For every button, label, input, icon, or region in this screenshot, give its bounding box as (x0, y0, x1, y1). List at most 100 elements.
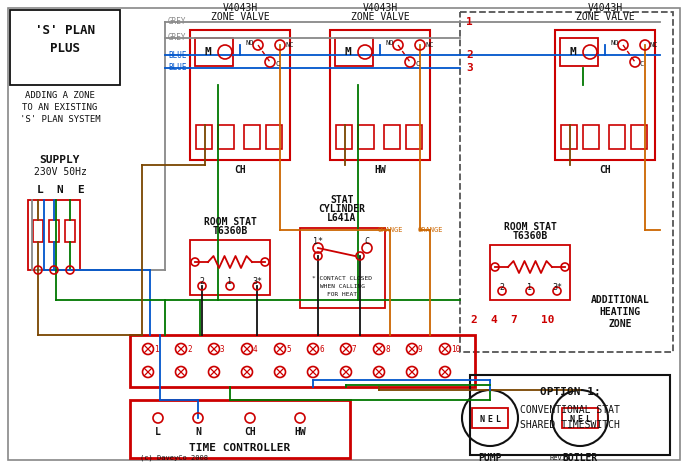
Bar (196, 125, 212, 149)
Text: NC: NC (285, 42, 293, 48)
Text: 4: 4 (491, 315, 497, 325)
Text: ADDITIONAL: ADDITIONAL (591, 295, 649, 305)
Bar (195, 38, 233, 66)
Bar (560, 38, 598, 66)
Text: T6360B: T6360B (213, 226, 248, 236)
Text: BLUE: BLUE (168, 51, 186, 59)
Text: V4043H: V4043H (362, 3, 397, 13)
Text: M: M (344, 47, 351, 57)
Text: 'S' PLAN SYSTEM: 'S' PLAN SYSTEM (20, 115, 100, 124)
Bar (631, 125, 647, 149)
Text: SHARED TIMESWITCH: SHARED TIMESWITCH (520, 420, 620, 430)
Text: 3: 3 (220, 344, 225, 353)
Bar (266, 125, 282, 149)
Text: V4043H: V4043H (222, 3, 257, 13)
Text: 2: 2 (471, 315, 477, 325)
Text: CYLINDER: CYLINDER (319, 204, 366, 214)
Bar (33, 220, 43, 242)
Text: TIME CONTROLLER: TIME CONTROLLER (189, 443, 290, 453)
Bar (583, 125, 599, 149)
Text: STAT: STAT (331, 195, 354, 205)
Bar (130, 335, 475, 387)
Bar (406, 125, 422, 149)
Text: 1*: 1* (313, 236, 323, 246)
Text: 1: 1 (228, 278, 233, 286)
Text: 2: 2 (199, 278, 204, 286)
Bar (555, 30, 655, 160)
Bar (336, 125, 352, 149)
Bar (561, 125, 577, 149)
Text: N: N (569, 415, 575, 424)
Bar (300, 228, 385, 308)
Bar (130, 400, 350, 458)
Bar (190, 240, 270, 295)
Text: CH: CH (234, 165, 246, 175)
Text: PUMP: PUMP (478, 453, 502, 463)
Text: ORANGE: ORANGE (417, 227, 443, 233)
Text: L: L (586, 415, 591, 424)
Text: 4: 4 (253, 344, 257, 353)
Text: HW: HW (374, 165, 386, 175)
Text: L: L (155, 427, 161, 437)
Bar (244, 125, 260, 149)
Text: N: N (195, 427, 201, 437)
Text: GREY: GREY (168, 17, 186, 27)
Text: ROOM STAT: ROOM STAT (204, 217, 257, 227)
Bar (49, 220, 59, 242)
Text: ZONE: ZONE (609, 319, 632, 329)
Text: NO: NO (246, 40, 254, 46)
Text: CH: CH (244, 427, 256, 437)
Text: ZONE VALVE: ZONE VALVE (210, 12, 269, 22)
Text: V4043H: V4043H (587, 3, 622, 13)
Text: 230V 50Hz: 230V 50Hz (34, 167, 86, 177)
Bar (490, 245, 570, 300)
Text: 2: 2 (187, 344, 192, 353)
Text: 9: 9 (418, 344, 422, 353)
Text: FOR HEAT: FOR HEAT (327, 292, 357, 297)
Text: 5: 5 (286, 344, 290, 353)
Text: 10: 10 (541, 315, 555, 325)
Text: 3*: 3* (552, 283, 562, 292)
Text: N: N (57, 185, 63, 195)
Text: CONVENTIONAL STAT: CONVENTIONAL STAT (520, 405, 620, 415)
Text: NO: NO (386, 40, 394, 46)
Text: 2: 2 (466, 50, 473, 60)
Text: 1: 1 (527, 283, 533, 292)
Text: BOILER: BOILER (562, 453, 598, 463)
Text: CH: CH (599, 165, 611, 175)
Text: C: C (415, 61, 420, 67)
Text: OPTION 1:: OPTION 1: (540, 387, 600, 397)
Text: 3: 3 (466, 63, 473, 73)
Text: (c) DaveyCo 2008: (c) DaveyCo 2008 (140, 455, 208, 461)
Text: E: E (77, 185, 83, 195)
Text: T6360B: T6360B (513, 231, 548, 241)
Bar (358, 125, 374, 149)
Text: 6: 6 (319, 344, 324, 353)
Text: C: C (640, 61, 644, 67)
Bar (218, 125, 234, 149)
Text: 7: 7 (352, 344, 357, 353)
Text: L641A: L641A (327, 213, 357, 223)
Text: ZONE VALVE: ZONE VALVE (351, 12, 409, 22)
Text: M: M (570, 47, 576, 57)
Text: GREY: GREY (168, 34, 186, 43)
Text: NO: NO (611, 40, 619, 46)
Bar (384, 125, 400, 149)
Text: ORANGE: ORANGE (377, 227, 403, 233)
Bar (190, 30, 290, 160)
Text: TO AN EXISTING: TO AN EXISTING (22, 102, 97, 111)
Bar (562, 408, 598, 428)
Text: ZONE VALVE: ZONE VALVE (575, 12, 634, 22)
Text: Rev1a: Rev1a (550, 455, 571, 461)
Text: 10: 10 (451, 344, 460, 353)
Text: L: L (495, 415, 500, 424)
Text: C: C (275, 61, 279, 67)
Text: ROOM STAT: ROOM STAT (504, 222, 556, 232)
Text: E: E (488, 415, 493, 424)
Text: 1: 1 (466, 17, 473, 27)
Text: N: N (480, 415, 484, 424)
Bar (335, 38, 373, 66)
Bar (65, 220, 75, 242)
Bar (470, 375, 670, 455)
Text: 8: 8 (385, 344, 390, 353)
